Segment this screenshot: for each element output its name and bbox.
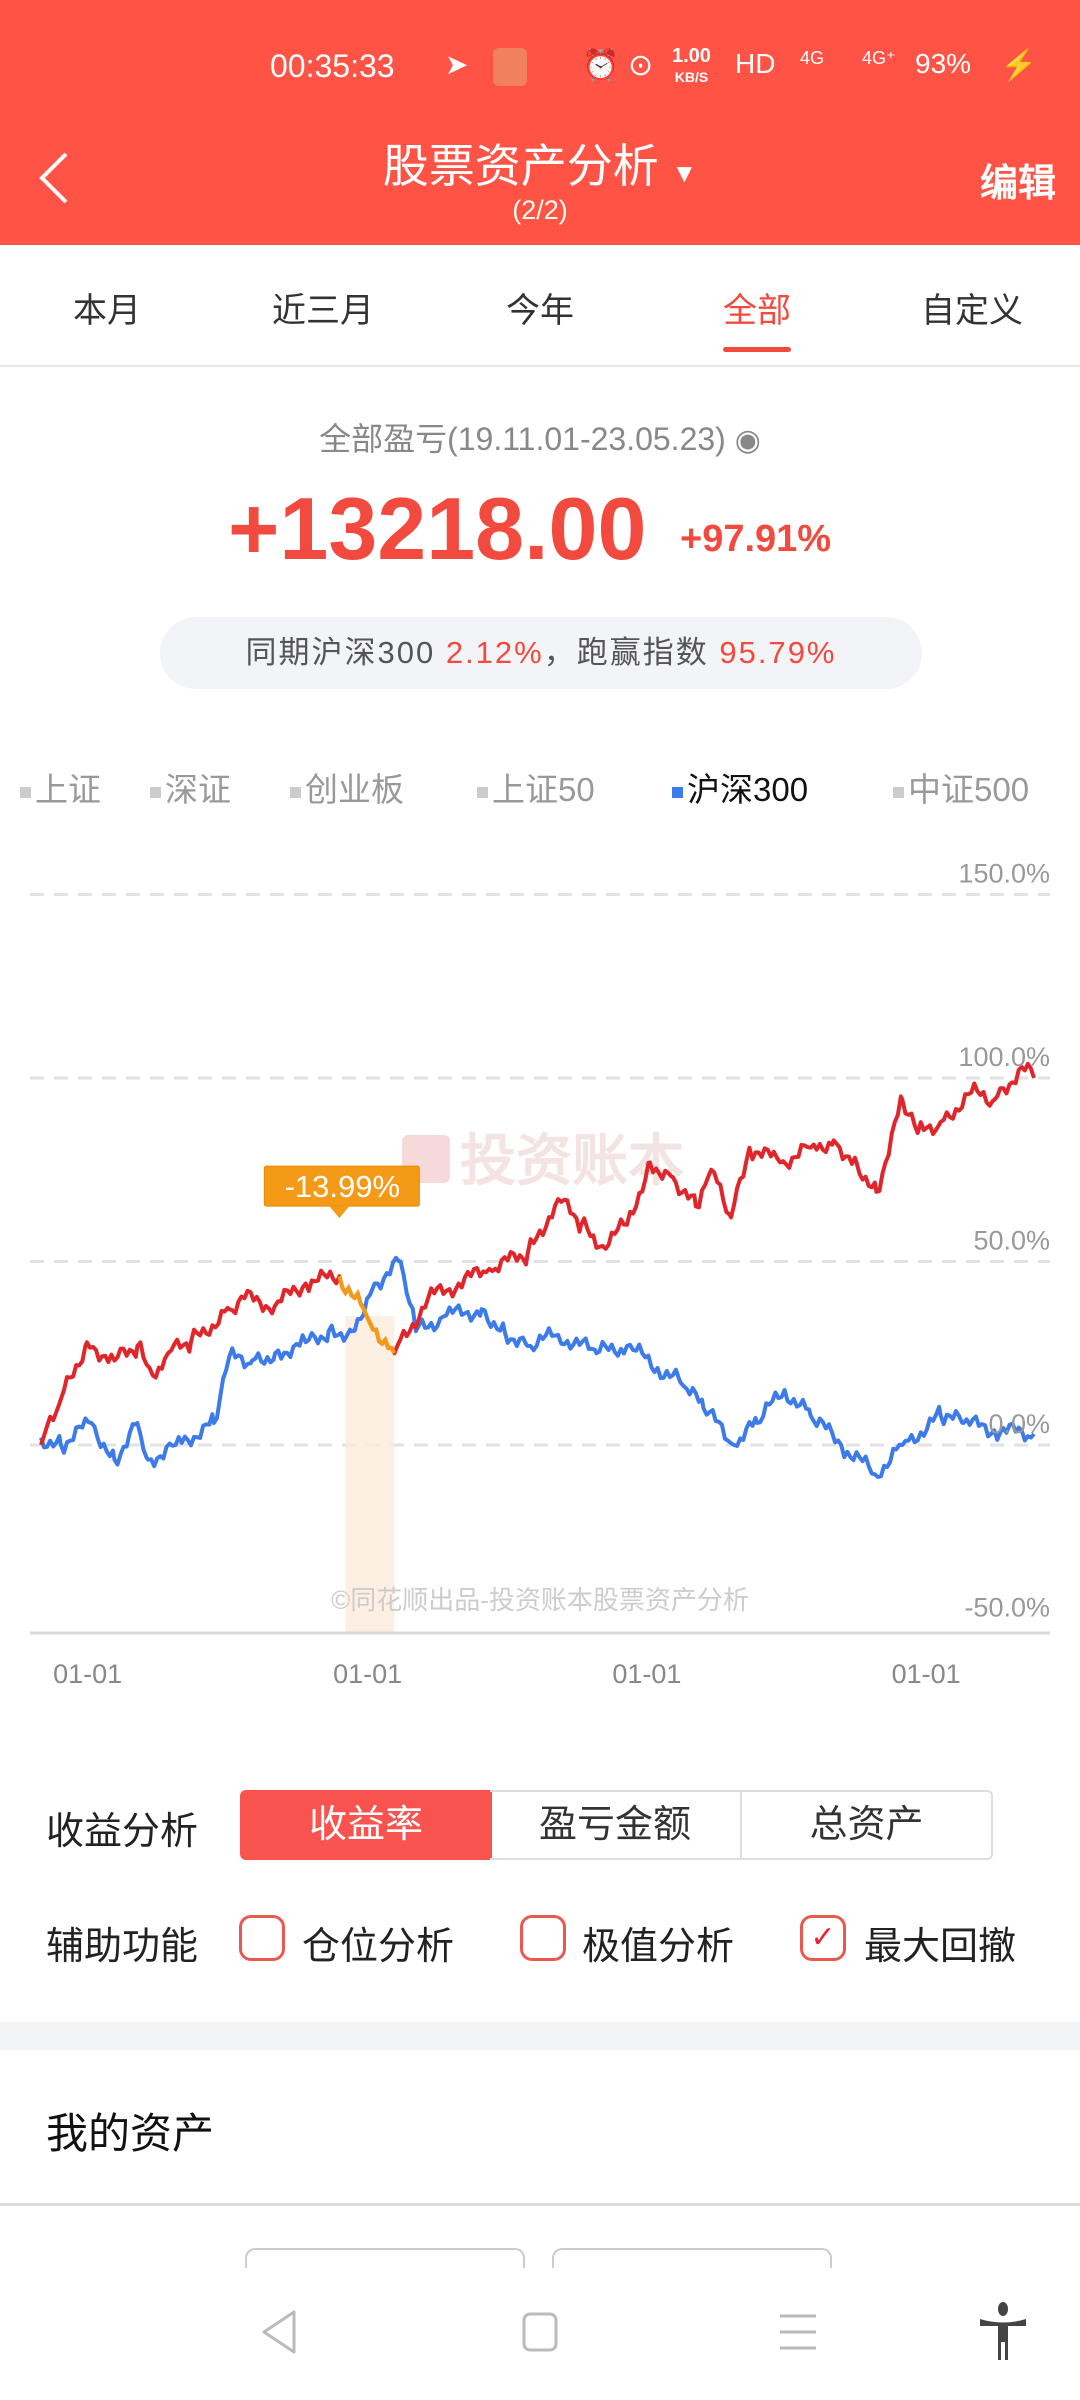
system-nav-bar (0, 2268, 1080, 2400)
check-icon: ✓ (810, 1921, 836, 1954)
asset-button-partial[interactable] (552, 2248, 832, 2268)
battery-level: 93% (915, 48, 972, 79)
y-tick-label: 0.0% (988, 1409, 1050, 1439)
position-analysis-label[interactable]: 仓位分析 (302, 1926, 455, 1968)
benchmark-comparison: 同期沪深300 2.12%，跑赢指数 95.79% (160, 617, 922, 689)
legend-marker (20, 786, 31, 798)
total-profit: +13218.00 (228, 479, 647, 578)
portfolio-return-line (39, 1061, 1036, 1446)
location-icon: ⊙ (628, 49, 654, 82)
alarm-icon: ⏰ (582, 49, 620, 82)
legend-sse50[interactable]: 上证50 (477, 763, 595, 811)
legend-marker (893, 786, 904, 798)
nav-back-icon[interactable] (258, 2308, 302, 2356)
back-icon[interactable] (36, 150, 72, 206)
x-tick-label: 01-01 (612, 1659, 681, 1689)
compare-prefix: 同期沪深300 (245, 635, 446, 670)
legend-label: 中证500 (908, 771, 1030, 808)
legend-label: 创业板 (305, 771, 404, 808)
divider (0, 2203, 1080, 2206)
section-divider (0, 2022, 1080, 2050)
app-header: 00:35:33 ➤ ⏰ ⊙ 1.00 KB/S HD 4G 4G⁺ 93% ⚡ … (0, 0, 1080, 245)
signal-1-icon: 4G (800, 48, 825, 68)
total-return-percent: +97.91% (680, 518, 832, 560)
drawdown-segment (337, 1275, 397, 1355)
compare-mid: ，跑赢指数 (543, 635, 720, 670)
return-chart[interactable]: 投资账本 ©同花顺出品-投资账本股票资产分析 -13.99% 150.0%100… (0, 0, 1080, 1700)
y-tick-label: 50.0% (973, 1226, 1050, 1256)
extreme-analysis-checkbox[interactable] (520, 1915, 566, 1961)
total-assets-button[interactable]: 总资产 (740, 1790, 993, 1860)
page-title[interactable]: 股票资产分析 ▼ (0, 130, 1080, 196)
y-tick-label: -50.0% (964, 1593, 1050, 1623)
legend-marker (672, 786, 683, 798)
legend-label: 深证 (165, 771, 231, 808)
profit-amount-button[interactable]: 盈亏金额 (490, 1790, 742, 1860)
net-speed: 1.00 KB/S (672, 46, 711, 87)
navigation-arrow-icon: ➤ (445, 49, 469, 80)
x-tick-label: 01-01 (333, 1659, 402, 1689)
max-drawdown-label[interactable]: 最大回撤 (864, 1926, 1017, 1968)
position-analysis-checkbox[interactable] (239, 1915, 285, 1961)
x-tick-label: 01-01 (892, 1659, 961, 1689)
copyright: ©同花顺出品-投资账本股票资产分析 (331, 1585, 749, 1615)
edit-button[interactable]: 编辑 (979, 163, 1056, 205)
charging-icon: ⚡ (1000, 49, 1038, 82)
csi300-line (39, 1255, 1036, 1479)
tab-three-months[interactable]: 近三月 (272, 292, 374, 330)
legend-csi300[interactable]: 沪深300 (672, 763, 808, 811)
legend-shanghai[interactable]: 上证 (20, 763, 101, 811)
accessibility-icon[interactable] (978, 2302, 1028, 2362)
page-counter: (2/2) (512, 195, 568, 225)
legend-shenzhen[interactable]: 深证 (150, 763, 231, 811)
asset-button-partial[interactable] (245, 2248, 525, 2268)
my-assets-title: 我的资产 (46, 2110, 215, 2157)
legend-chinext[interactable]: 创业板 (290, 763, 404, 811)
period-tabs: 本月 近三月 今年 全部 自定义 (0, 245, 1080, 367)
legend-marker (290, 786, 301, 798)
tab-custom[interactable]: 自定义 (921, 292, 1023, 330)
tab-this-year[interactable]: 今年 (506, 292, 574, 330)
return-rate-button[interactable]: 收益率 (240, 1790, 492, 1860)
net-speed-unit: KB/S (674, 69, 709, 85)
analysis-label: 收益分析 (46, 1811, 199, 1853)
tab-all[interactable]: 全部 (723, 283, 791, 352)
signal-2-icon: 4G⁺ (862, 48, 896, 68)
hd-indicator: HD (735, 48, 776, 79)
summary-label: 全部盈亏(19.11.01-23.05.23) ◉ (0, 414, 1080, 460)
status-time: 00:35:33 (270, 48, 395, 84)
page-title-text: 股票资产分析 (382, 140, 659, 192)
drawdown-band (345, 1316, 395, 1633)
index-return: 2.12% (445, 635, 544, 670)
drawdown-label: -13.99% (285, 1169, 400, 1204)
max-drawdown-checkbox[interactable]: ✓ (800, 1915, 846, 1961)
extreme-analysis-label[interactable]: 极值分析 (582, 1926, 735, 1968)
nav-menu-icon[interactable] (778, 2308, 818, 2356)
dropdown-caret-icon[interactable]: ▼ (671, 158, 698, 188)
y-tick-label: 100.0% (958, 1042, 1050, 1072)
legend-label: 沪深300 (687, 771, 809, 808)
legend-label: 上证 (35, 771, 101, 808)
nav-home-icon[interactable] (520, 2308, 560, 2356)
beat-index-value: 95.79% (719, 635, 837, 670)
aux-label: 辅助功能 (46, 1926, 199, 1968)
legend-marker (477, 786, 488, 798)
tooltip-pointer (329, 1206, 350, 1219)
net-speed-value: 1.00 (672, 45, 711, 67)
tab-this-month[interactable]: 本月 (73, 292, 141, 330)
eye-icon[interactable]: ◉ (734, 424, 761, 457)
legend-csi500[interactable]: 中证500 (893, 763, 1029, 811)
app-avatar-icon (493, 48, 527, 86)
x-tick-label: 01-01 (53, 1659, 122, 1689)
summary-period: 全部盈亏(19.11.01-23.05.23) (319, 421, 726, 457)
y-tick-label: 150.0% (958, 859, 1050, 889)
legend-label: 上证50 (492, 771, 595, 808)
legend-marker (150, 786, 161, 798)
